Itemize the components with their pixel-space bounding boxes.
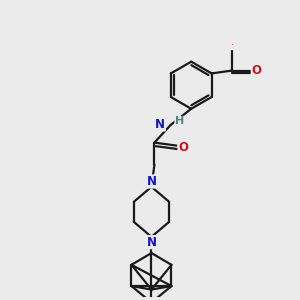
Text: N: N: [155, 118, 165, 131]
Text: O: O: [178, 141, 188, 154]
Text: H: H: [175, 116, 184, 126]
Text: N: N: [146, 175, 157, 188]
Text: N: N: [146, 236, 157, 249]
Text: O: O: [251, 64, 261, 77]
Text: O: O: [232, 44, 233, 45]
